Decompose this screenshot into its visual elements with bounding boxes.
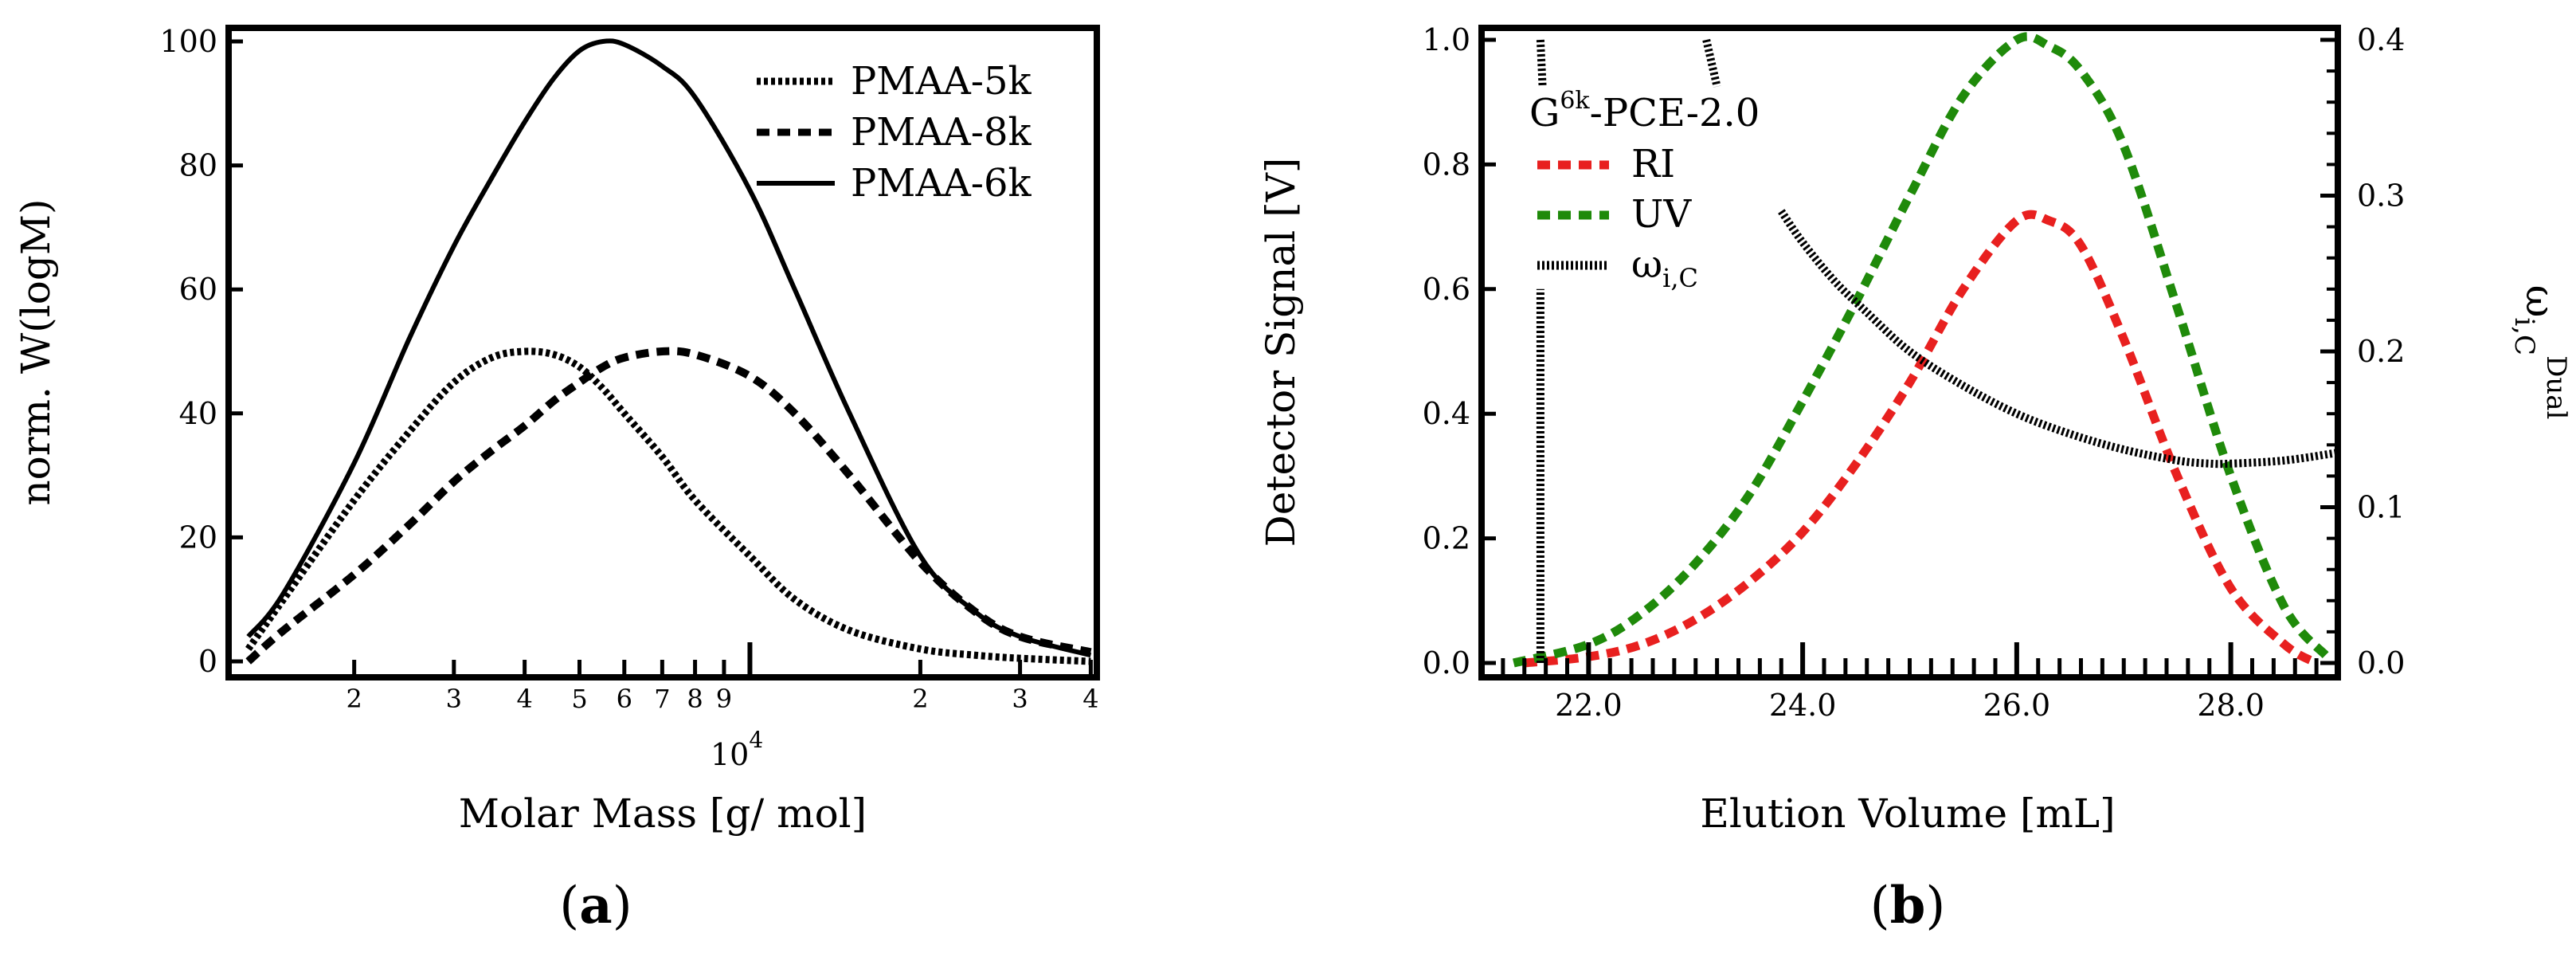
panel-b-letter: b — [1890, 876, 1926, 936]
y2label-sup: Dual — [2540, 355, 2572, 419]
x-tick-label: 2 — [346, 684, 362, 714]
legend-title-base: G — [1529, 91, 1560, 135]
series-line-omega-ic — [1778, 209, 2338, 469]
legend-omega-main: ω — [1631, 242, 1662, 287]
legend-label-pmaa-5k: PMAA-5k — [851, 59, 1032, 104]
chart-b: 0.0 0.2 0.4 0.6 0.8 1.0 0.0 0.1 0.2 0.3 0.4 22.0 24.… — [1258, 22, 2572, 936]
chart-b-panel-label: (b) — [1870, 876, 1946, 936]
chart-b-frame — [1478, 25, 2341, 681]
legend-title-sup: 6k — [1560, 87, 1590, 115]
chart-a: 0 20 40 60 80 100 2 3 4 5 6 7 8 9 2 3 4 PMAA-5k PMAA-8k … — [13, 24, 1100, 936]
x-tick-label: 6 — [617, 684, 632, 714]
series-line-uv — [1512, 32, 2331, 668]
y-tick-label: 0.2 — [1423, 521, 1470, 556]
chart-b-ylabel: Detector Signal [V] — [1258, 158, 1304, 547]
x-tick-label: 3 — [1012, 684, 1028, 714]
y2-tick-label: 0.3 — [2357, 178, 2405, 214]
legend-label-ri: RI — [1631, 142, 1675, 186]
chart-b-data-layer — [1512, 32, 2338, 668]
y-tick-label: 100 — [159, 24, 217, 59]
y-tick-label: 0.6 — [1423, 272, 1470, 307]
x-tick-label: 3 — [446, 684, 462, 714]
x-tick-label: 28.0 — [2197, 688, 2265, 723]
panel-a-letter: a — [579, 876, 612, 936]
x-tick-label: 9 — [716, 684, 732, 714]
y2label-main: ω — [2517, 285, 2563, 318]
y-tick-label: 80 — [179, 148, 217, 183]
chart-b-legend: G6k-PCE-2.0 RI UV ωi,C — [1529, 87, 1760, 293]
series-line-pmaa-6k — [246, 38, 1092, 658]
x-tick-label: 8 — [687, 684, 703, 714]
series-line-top-fragment-1 — [1536, 39, 1547, 87]
y-tick-label: 0.8 — [1423, 147, 1470, 182]
y-tick-label: 0.0 — [1423, 645, 1470, 681]
legend-label-uv: UV — [1631, 192, 1692, 237]
x-tick-label: 2 — [912, 684, 928, 714]
y2-tick-label: 0.0 — [2357, 645, 2405, 681]
x-tick-label: 4 — [1082, 684, 1098, 714]
y-tick-label: 20 — [179, 520, 217, 555]
y2-tick-label: 0.4 — [2357, 22, 2405, 57]
x-tick-label: 5 — [571, 684, 587, 714]
y2label-sub: i,C — [2508, 317, 2540, 355]
legend-title-rest: -PCE-2.0 — [1590, 91, 1760, 135]
y-tick-label: 60 — [179, 272, 217, 307]
y2-tick-label: 0.1 — [2357, 490, 2405, 525]
legend-label-omega: ωi,C — [1631, 242, 1698, 293]
chart-a-panel-label: (a) — [559, 876, 632, 936]
decade-base: 10 — [711, 737, 749, 772]
chart-a-ylabel: norm. W(logM) — [13, 198, 59, 505]
series-line-pmaa-8k — [245, 347, 1092, 665]
y-tick-label: 40 — [179, 396, 217, 431]
legend-title: G6k-PCE-2.0 — [1529, 87, 1760, 135]
y-tick-label: 0 — [198, 644, 217, 679]
y2-tick-label: 0.2 — [2357, 334, 2405, 369]
chart-a-data-layer — [245, 38, 1092, 665]
chart-b-xlabel: Elution Volume [mL] — [1700, 790, 2115, 837]
chart-b-y2label: ωi,CDual — [2508, 285, 2572, 420]
chart-a-frame — [225, 25, 1100, 681]
series-line-pmaa-5k — [245, 347, 1091, 665]
legend-omega-sub: i,C — [1662, 263, 1698, 293]
legend-label-pmaa-8k: PMAA-8k — [851, 110, 1032, 155]
y-tick-label: 0.4 — [1423, 396, 1470, 431]
x-tick-label: 22.0 — [1555, 688, 1623, 723]
series-line-ri — [1524, 210, 2319, 668]
x-tick-label: 26.0 — [1983, 688, 2051, 723]
legend-label-pmaa-6k: PMAA-6k — [851, 161, 1032, 206]
y-tick-label: 1.0 — [1423, 22, 1470, 57]
chart-a-xlabel: Molar Mass [g/ mol] — [459, 790, 867, 837]
series-line-top-fragment-2 — [1702, 38, 1721, 88]
x-tick-label: 4 — [516, 684, 532, 714]
x-tick-label: 7 — [654, 684, 670, 714]
decade-exponent: 4 — [749, 727, 763, 753]
x-tick-label: 24.0 — [1769, 688, 1837, 723]
chart-a-legend: PMAA-5k PMAA-8k PMAA-6k — [757, 59, 1032, 206]
chart-a-decade-label: 104 — [711, 727, 763, 772]
chart-a-ticks: 0 20 40 60 80 100 2 3 4 5 6 7 8 9 2 3 4 — [159, 24, 1098, 714]
